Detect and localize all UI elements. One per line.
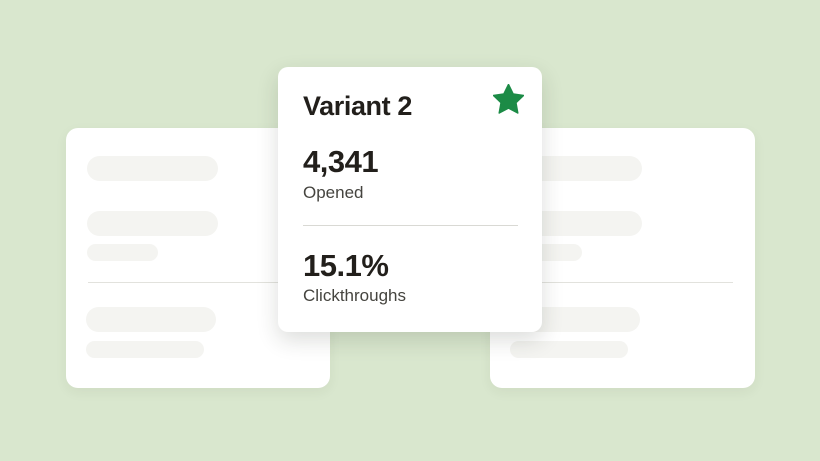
divider [88, 282, 308, 283]
skeleton-bar [87, 156, 218, 181]
clickthrough-rate: 15.1% [303, 247, 389, 283]
winner-star-icon [493, 84, 524, 114]
skeleton-bar [86, 307, 216, 332]
skeleton-bar [87, 244, 158, 261]
variant-card-winner[interactable]: Variant 2 4,341 Opened 15.1% Clickthroug… [278, 67, 542, 332]
opened-count: 4,341 [303, 144, 379, 180]
skeleton-bar [510, 341, 628, 358]
divider [303, 224, 518, 226]
opened-label: Opened [303, 182, 364, 202]
clickthrough-label: Clickthroughs [303, 286, 406, 306]
variant-title: Variant 2 [303, 91, 412, 121]
winner-card-header: Variant 2 [303, 84, 524, 122]
skeleton-bar [87, 211, 218, 236]
skeleton-bar [86, 341, 204, 358]
divider [512, 282, 733, 283]
